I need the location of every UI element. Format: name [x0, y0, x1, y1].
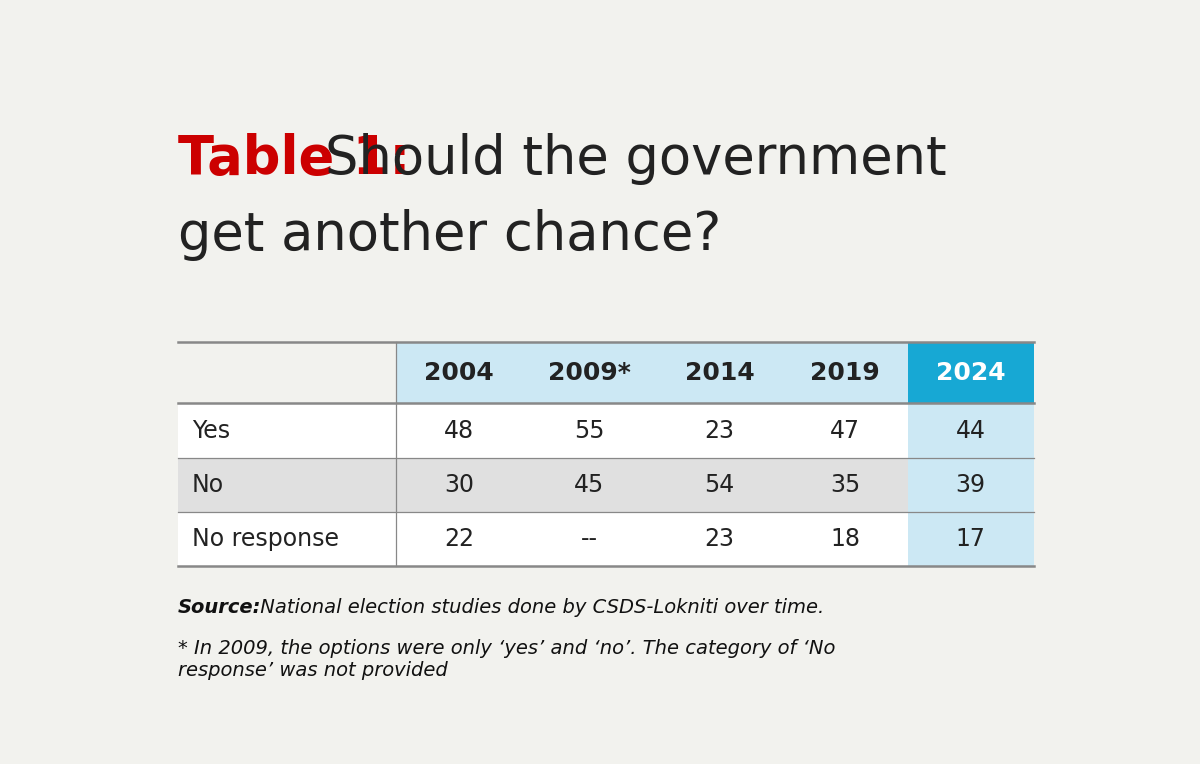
Text: Table 1:: Table 1: [178, 133, 410, 185]
Bar [522, 512, 656, 566]
Text: No: No [192, 473, 224, 497]
Text: 55: 55 [574, 419, 605, 442]
Bar [396, 342, 522, 403]
Bar [178, 458, 396, 512]
Text: 44: 44 [955, 419, 985, 442]
Text: National election studies done by CSDS-Lokniti over time.: National election studies done by CSDS-L… [254, 598, 824, 617]
Bar [396, 512, 522, 566]
Bar [782, 342, 908, 403]
Text: 22: 22 [444, 526, 474, 551]
Text: No response: No response [192, 526, 338, 551]
Bar [908, 458, 1033, 512]
Bar [782, 512, 908, 566]
Bar [522, 458, 656, 512]
Text: 23: 23 [704, 526, 734, 551]
Bar [178, 342, 396, 403]
Bar [656, 403, 782, 458]
Bar [656, 342, 782, 403]
Text: Should the government: Should the government [325, 133, 947, 185]
Bar [396, 403, 522, 458]
Bar [782, 458, 908, 512]
Text: 45: 45 [575, 473, 605, 497]
Text: 23: 23 [704, 419, 734, 442]
Text: 2019: 2019 [810, 361, 880, 384]
Bar [656, 458, 782, 512]
Text: * In 2009, the options were only ‘yes’ and ‘no’. The category of ‘No
response’ w: * In 2009, the options were only ‘yes’ a… [178, 639, 835, 681]
Text: get another chance?: get another chance? [178, 209, 721, 261]
Bar [656, 512, 782, 566]
Bar [178, 403, 396, 458]
Text: 18: 18 [830, 526, 860, 551]
Text: 47: 47 [830, 419, 860, 442]
Bar [178, 512, 396, 566]
Bar [782, 403, 908, 458]
Bar [396, 458, 522, 512]
Text: 2014: 2014 [685, 361, 755, 384]
Bar [178, 342, 1033, 566]
Text: 2024: 2024 [936, 361, 1006, 384]
Text: 35: 35 [830, 473, 860, 497]
Text: Source:: Source: [178, 598, 262, 617]
Text: 17: 17 [955, 526, 985, 551]
Text: --: -- [581, 526, 598, 551]
Text: 48: 48 [444, 419, 474, 442]
Text: 2004: 2004 [425, 361, 494, 384]
Bar [908, 342, 1033, 403]
Text: 2009*: 2009* [548, 361, 631, 384]
Text: 54: 54 [704, 473, 734, 497]
Bar [908, 512, 1033, 566]
Text: 30: 30 [444, 473, 474, 497]
Bar [908, 403, 1033, 458]
Bar [522, 403, 656, 458]
Text: Yes: Yes [192, 419, 230, 442]
Text: 39: 39 [955, 473, 985, 497]
Bar [522, 342, 656, 403]
